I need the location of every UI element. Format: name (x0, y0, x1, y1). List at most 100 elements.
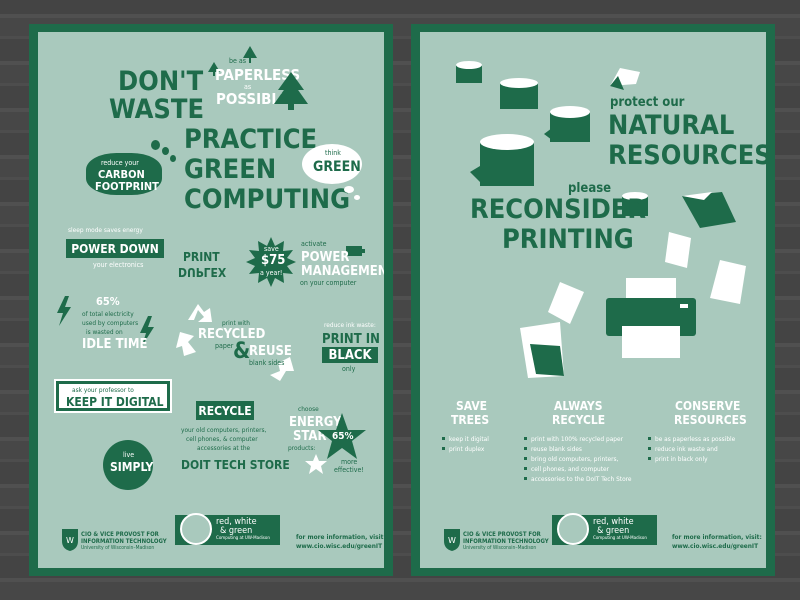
rwg-line-3: Computing at UW-Madison (216, 536, 270, 541)
reconsider-text: RECONSIDER (470, 194, 647, 225)
resources-text: RESOURCES (608, 140, 766, 171)
list-item: reduce ink waste and (648, 444, 735, 454)
always-recycle-title-2: RECYCLE (552, 413, 606, 427)
poster-natural-resources-body: protect our NATURAL RESOURCES please REC… (420, 32, 766, 568)
list-item: bring old computers, printers, (524, 454, 632, 464)
cio-line-3: University of Wisconsin–Madison (81, 545, 155, 551)
lightning-icon (57, 296, 71, 326)
tree-icon (274, 72, 308, 110)
energy-text: ENERGY (289, 415, 342, 430)
idle-desc-3: is wasted on (86, 328, 123, 336)
live-text: live (123, 451, 135, 459)
footprint-text: FOOTPRINT (95, 180, 159, 193)
save-trees-title-2: TREES (451, 413, 490, 427)
url-link[interactable]: www.cio.wisc.edu/greenIT (672, 542, 759, 550)
ask-professor-text: ask your professor to (72, 386, 134, 394)
carbon-pre-text: reduce your (101, 159, 139, 167)
carbon-text: CARBON (98, 168, 145, 181)
cio-line-2: INFORMATION TECHNOLOGY (81, 538, 167, 545)
on-computer-text: on your computer (300, 279, 357, 287)
recycle-desc-3: accessories at the (197, 444, 251, 452)
list-item: print in black only (648, 454, 735, 464)
star-pct-text: 65% (332, 431, 354, 442)
sixty-five-percent-text: 65% (96, 295, 120, 308)
black-box: BLACK (322, 347, 378, 363)
poster-green-computing: DON'T WASTE be as PAPERLESS as POSSIBLE … (29, 24, 393, 576)
rwg-line-1: red, white (216, 517, 257, 527)
thought-bubble (302, 144, 362, 184)
paperless-text: PAPERLESS (215, 66, 301, 84)
please-text: please (568, 181, 612, 196)
your-electronics-text: your electronics (93, 261, 144, 269)
print-in-text: PRINT IN (322, 332, 380, 347)
management-text: MANAGEMENT (301, 264, 384, 279)
conserve-title-2: RESOURCES (674, 413, 747, 427)
uw-crest-icon: W (62, 529, 78, 551)
printing-text: PRINTING (502, 224, 634, 255)
stump-icon (544, 106, 590, 142)
natural-text: NATURAL (608, 110, 735, 141)
list-item: reuse blank sides (524, 444, 632, 454)
printer-icon (606, 278, 696, 358)
conserve-title-1: CONSERVE (675, 399, 741, 413)
rwg-line-2: & green (597, 526, 630, 536)
paper-sheet-icon (548, 282, 584, 324)
small-tree-icon (208, 62, 220, 76)
print-text: PRINT (183, 250, 220, 264)
blank-sides-text: blank sides (249, 359, 285, 367)
green-text: GREEN (184, 154, 277, 185)
power-down-box: POWER DOWN (66, 239, 164, 258)
simply-text: SIMPLY (110, 460, 154, 474)
computing-text: COMPUTING (184, 184, 351, 215)
paper-sheet-icon (710, 260, 746, 304)
stump-icon (500, 78, 538, 109)
poster-green-computing-body: DON'T WASTE be as PAPERLESS as POSSIBLE … (38, 32, 384, 568)
list-item: keep it digital (442, 434, 489, 444)
paper-sheet-icon (520, 322, 564, 378)
save-trees-title-1: SAVE (456, 399, 488, 413)
stump-icon (456, 61, 482, 83)
idle-time-text: IDLE TIME (82, 337, 148, 352)
idle-desc-2: used by computers (82, 319, 139, 327)
choose-text: choose (298, 405, 319, 413)
list-item: accessories to the DoIT Tech Store (524, 474, 632, 484)
paper-sheet-icon (610, 68, 640, 90)
ampersand-text: & (233, 339, 251, 364)
paperless-pre-text: be as (229, 57, 247, 65)
battery-icon (346, 246, 362, 256)
poster-natural-resources: protect our NATURAL RESOURCES please REC… (411, 24, 775, 576)
rwg-line-3: Computing at UW-Madison (593, 536, 647, 541)
small-tree-icon (243, 46, 257, 63)
recycle-desc-1: your old computers, printers, (181, 426, 267, 434)
thought-bubble-dot (344, 186, 354, 193)
list-item: print with 100% recycled paper (524, 434, 632, 444)
battery-tip (362, 249, 365, 253)
toe-icon (162, 147, 169, 155)
more-info-text: for more information, visit: (296, 533, 384, 541)
more-info-text: for more information, visit: (672, 533, 762, 541)
recycle-box: RECYCLE (196, 401, 254, 420)
paperless-as-text: as (244, 83, 252, 91)
stump-icon (622, 192, 648, 216)
thought-bubble-dot (354, 195, 360, 200)
recycle-arrow-icon (176, 332, 196, 356)
protect-text: protect our (610, 95, 685, 110)
save-trees-list: keep it digital print duplex (442, 434, 489, 454)
save-year-text: a year! (260, 269, 283, 277)
idle-desc-1: of total electricity (82, 310, 134, 318)
cio-line-1: CIO & VICE PROVOST FOR (81, 531, 159, 538)
dont-text: DON'T (118, 66, 204, 97)
rwg-line-2: & green (220, 526, 253, 536)
recycle-desc-2: cell phones, & computer (186, 435, 258, 443)
save-amount-text: $75 (261, 253, 286, 268)
more-text: more (341, 458, 358, 466)
always-recycle-list: print with 100% recycled paper reuse bla… (524, 434, 632, 484)
cio-line-2: INFORMATION TECHNOLOGY (463, 538, 549, 545)
paper-text: paper (215, 342, 234, 350)
globe-icon (180, 513, 212, 545)
star-icon (318, 413, 366, 459)
url-link[interactable]: www.cio.wisc.edu/greenIT (296, 542, 383, 550)
star-text: STAR (293, 429, 327, 444)
activate-text: activate (301, 240, 327, 248)
only-text: only (342, 365, 356, 373)
